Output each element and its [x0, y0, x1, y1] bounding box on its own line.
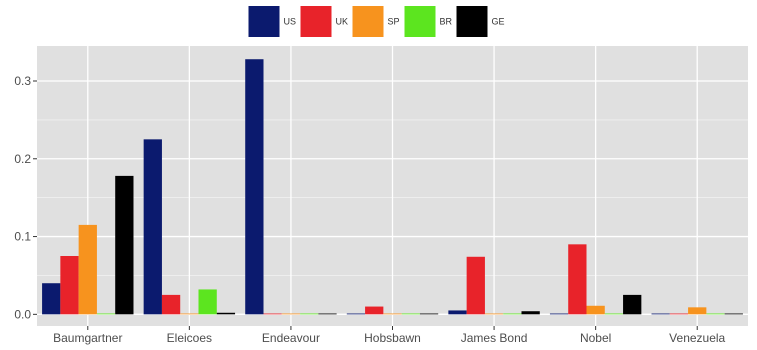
- bar-hobsbawn-br: [401, 313, 420, 315]
- legend-key-sp: [352, 6, 384, 37]
- bar-endeavour-br: [300, 313, 319, 315]
- x-tick-label-endeavour: Endeavour: [262, 331, 320, 345]
- bar-hobsbawn-ge: [419, 313, 439, 315]
- bar-endeavour-sp: [281, 313, 301, 315]
- chart-legend: US UK SP BR GE: [248, 6, 505, 37]
- bar-nobel-sp: [586, 305, 605, 315]
- legend-label-us: US: [284, 17, 297, 27]
- x-tick-label-venezuela: Venezuela: [669, 331, 725, 345]
- bar-james-bond-br: [503, 313, 522, 315]
- legend-label-sp: SP: [388, 17, 400, 27]
- bar-james-bond-us: [448, 310, 467, 315]
- bar-venezuela-br: [706, 313, 725, 315]
- bar-james-bond-sp: [484, 313, 504, 315]
- bar-endeavour-ge: [318, 313, 337, 315]
- bar-nobel-ge: [623, 294, 642, 315]
- legend-label-ge: GE: [492, 17, 505, 27]
- bar-nobel-us: [549, 313, 569, 315]
- bar-eleicoes-us: [143, 139, 162, 315]
- bar-baumgartner-sp: [78, 224, 97, 315]
- bar-james-bond-ge: [521, 311, 540, 315]
- bar-endeavour-uk: [263, 313, 282, 315]
- bar-venezuela-sp: [688, 307, 707, 315]
- x-tick-label-hobsbawn: Hobsbawn: [364, 331, 421, 345]
- legend-key-uk: [300, 6, 332, 37]
- bar-baumgartner-br: [96, 313, 116, 315]
- bar-james-bond-uk: [466, 256, 485, 315]
- y-tick-label: 0.3: [14, 74, 31, 88]
- legend-label-br: BR: [440, 17, 453, 27]
- bar-hobsbawn-us: [346, 313, 366, 315]
- bars: [42, 59, 743, 315]
- bar-baumgartner-uk: [60, 256, 79, 315]
- y-axis: 0.0 0.1 0.2 0.3: [14, 74, 37, 321]
- bar-eleicoes-sp: [180, 313, 199, 315]
- bar-baumgartner-us: [42, 283, 61, 315]
- bar-hobsbawn-uk: [365, 306, 384, 315]
- bar-nobel-br: [604, 313, 624, 315]
- bar-venezuela-us: [651, 313, 670, 315]
- bar-venezuela-uk: [669, 313, 689, 315]
- legend-label-uk: UK: [336, 17, 349, 27]
- legend-key-br: [404, 6, 436, 37]
- y-tick-label: 0.2: [14, 152, 31, 166]
- x-tick-label-james-bond: James Bond: [461, 331, 528, 345]
- bar-venezuela-ge: [724, 313, 743, 315]
- grid-lines: [37, 46, 748, 326]
- bar-eleicoes-ge: [216, 312, 236, 315]
- x-tick-label-nobel: Nobel: [580, 331, 611, 345]
- x-tick-label-eleicoes: Eleicoes: [167, 331, 212, 345]
- bar-hobsbawn-sp: [383, 313, 402, 315]
- bar-baumgartner-ge: [115, 175, 134, 315]
- y-tick-label: 0.1: [14, 230, 31, 244]
- bar-nobel-uk: [568, 244, 587, 315]
- x-tick-label-baumgartner: Baumgartner: [53, 331, 122, 345]
- legend-key-ge: [456, 6, 488, 37]
- x-axis: Baumgartner Eleicoes Endeavour Hobsbawn Jame…: [53, 326, 726, 345]
- bar-eleicoes-br: [198, 289, 217, 315]
- bar-endeavour-us: [245, 59, 264, 315]
- y-tick-label: 0.0: [14, 307, 31, 321]
- bar-eleicoes-uk: [161, 294, 181, 315]
- legend-key-us: [248, 6, 280, 37]
